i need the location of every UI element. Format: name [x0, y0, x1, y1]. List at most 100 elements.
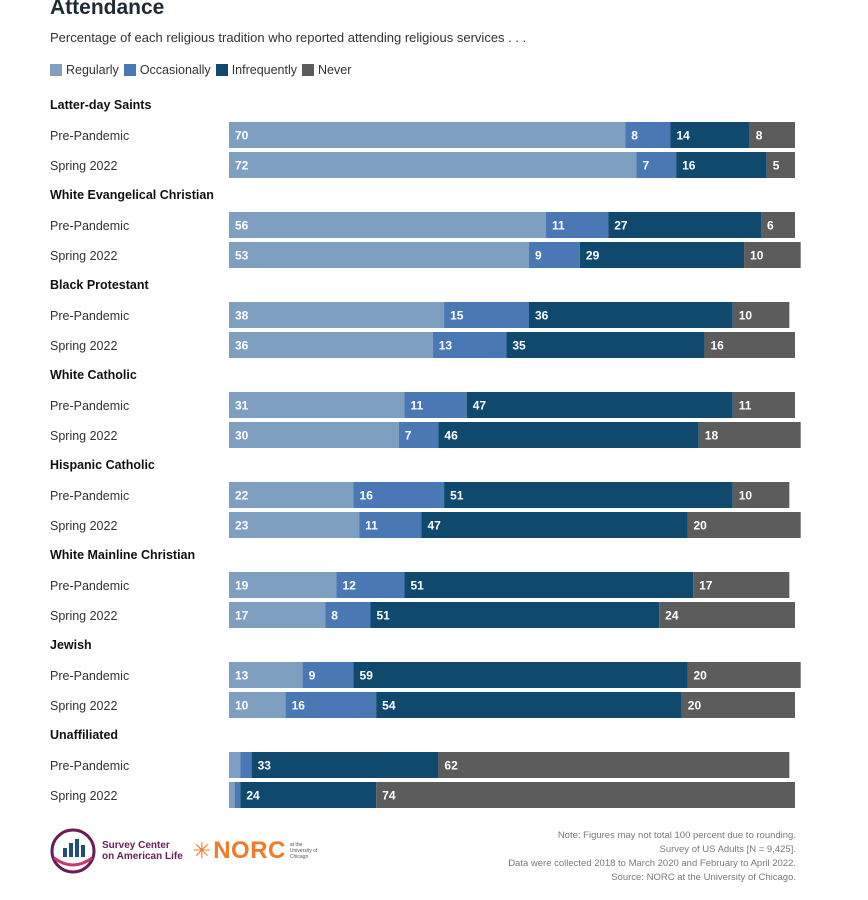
- survey-center-logo-icon: [50, 828, 96, 874]
- row-label: Spring 2022: [50, 249, 117, 263]
- data-label-never: 16: [710, 339, 724, 353]
- bar-segment-regularly: [229, 332, 433, 358]
- data-label-regularly: 17: [235, 609, 249, 623]
- bar-segment-never: [687, 512, 801, 538]
- norc-logo: ✳ NORC at the University of Chicago: [193, 837, 324, 865]
- legend-swatch-regularly: [50, 64, 62, 76]
- bar-segment-never: [376, 782, 795, 808]
- bar-segment-regularly: [229, 602, 326, 628]
- group-label: Latter-day Saints: [50, 98, 151, 112]
- bar-segment-never: [732, 482, 790, 508]
- data-label-occasionally: 16: [292, 699, 306, 713]
- legend-swatch-occasionally: [123, 64, 136, 76]
- data-label-never: 20: [688, 699, 702, 713]
- data-label-infrequently: 16: [682, 159, 696, 173]
- note-dates: Data were collected 2018 to March 2020 a…: [508, 858, 796, 869]
- group-label: White Mainline Christian: [50, 548, 195, 562]
- bar-segment-infrequently: [353, 662, 688, 688]
- group-label: Jewish: [50, 638, 92, 652]
- group-label: Hispanic Catholic: [50, 458, 155, 472]
- bar-segment-occasionally: [404, 392, 467, 418]
- norc-logo-subtext: at the University of Chicago: [289, 842, 318, 860]
- data-label-never: 11: [739, 399, 752, 413]
- data-label-regularly: 23: [235, 519, 249, 533]
- bar-segment-regularly: [229, 422, 399, 448]
- data-label-never: 17: [699, 579, 713, 593]
- group-label: Black Protestant: [50, 278, 149, 292]
- data-label-infrequently: 33: [258, 759, 272, 773]
- bar-segment-infrequently: [676, 152, 767, 178]
- data-label-regularly: 19: [235, 579, 249, 593]
- bar-segment-occasionally: [625, 122, 671, 148]
- data-label-occasionally: 8: [631, 129, 638, 143]
- bar-segment-infrequently: [670, 122, 750, 148]
- data-label-regularly: 38: [235, 309, 249, 323]
- data-label-regularly: 10: [235, 699, 249, 713]
- bar-segment-occasionally: [234, 782, 241, 808]
- legend: Regularly Occasionally Infrequently Neve…: [50, 63, 356, 77]
- data-label-infrequently: 51: [377, 609, 391, 623]
- bar-segment-never: [693, 572, 790, 598]
- footer-logos: Survey Center on American Life ✳ NORC at…: [50, 828, 324, 874]
- bar-segment-never: [681, 692, 795, 718]
- data-label-infrequently: 51: [450, 489, 464, 503]
- bar-segment-regularly: [229, 152, 637, 178]
- bar-segment-regularly: [229, 392, 405, 418]
- bar-segment-infrequently: [240, 782, 377, 808]
- bar-segment-occasionally: [353, 482, 445, 508]
- legend-label-infrequently: Infrequently: [231, 63, 298, 77]
- data-label-regularly: 72: [235, 159, 249, 173]
- bar-segment-never: [744, 242, 801, 268]
- bar-segment-occasionally: [302, 662, 354, 688]
- data-label-regularly: 56: [235, 219, 249, 233]
- bar-segment-regularly: [229, 212, 546, 238]
- bar-segment-infrequently: [438, 422, 699, 448]
- data-label-infrequently: 29: [586, 249, 600, 263]
- footer-notes: Note: Figures may not total 100 percent …: [508, 829, 796, 885]
- data-label-infrequently: 27: [614, 219, 628, 233]
- data-label-never: 18: [705, 429, 719, 443]
- data-label-regularly: 31: [235, 399, 249, 413]
- data-label-occasionally: 11: [552, 219, 565, 233]
- data-label-infrequently: 46: [444, 429, 458, 443]
- bar-segment-infrequently: [404, 572, 694, 598]
- row-label: Spring 2022: [50, 789, 117, 803]
- row-label: Spring 2022: [50, 699, 117, 713]
- bar-segment-never: [732, 392, 795, 418]
- data-label-never: 62: [444, 759, 458, 773]
- bar-segment-regularly: [229, 752, 241, 778]
- bar-segment-infrequently: [579, 242, 745, 268]
- bar-segment-infrequently: [376, 692, 682, 718]
- data-label-occasionally: 7: [405, 429, 412, 443]
- legend-item-occasionally: Occasionally: [123, 63, 211, 77]
- row-label: Pre-Pandemic: [50, 219, 129, 233]
- norc-logo-text: NORC: [213, 837, 286, 864]
- bar-segment-regularly: [229, 662, 303, 688]
- bar-segment-infrequently: [370, 602, 660, 628]
- bar-segment-regularly: [229, 692, 286, 718]
- bar-segment-regularly: [229, 782, 235, 808]
- bar-segment-regularly: [229, 242, 529, 268]
- data-label-occasionally: 12: [343, 579, 357, 593]
- bar-segment-never: [749, 122, 795, 148]
- data-label-never: 6: [767, 219, 774, 233]
- data-label-regularly: 36: [235, 339, 249, 353]
- bar-segment-regularly: [229, 482, 354, 508]
- bar-segment-occasionally: [636, 152, 677, 178]
- data-label-infrequently: 47: [427, 519, 441, 533]
- bar-segment-never: [687, 662, 801, 688]
- bar-segment-never: [766, 152, 795, 178]
- bar-segment-infrequently: [528, 302, 733, 328]
- data-label-never: 20: [693, 519, 707, 533]
- data-label-occasionally: 9: [535, 249, 542, 263]
- bar-segment-never: [698, 422, 801, 448]
- data-label-infrequently: 24: [246, 789, 260, 803]
- bar-segment-never: [704, 332, 795, 358]
- bar-segment-regularly: [229, 302, 445, 328]
- data-label-never: 8: [756, 129, 763, 143]
- data-label-occasionally: 13: [439, 339, 453, 353]
- chart-subtitle: Percentage of each religious tradition w…: [50, 30, 527, 45]
- bar-segment-regularly: [229, 122, 626, 148]
- legend-item-regularly: Regularly: [50, 63, 119, 77]
- bar-segment-never: [438, 752, 790, 778]
